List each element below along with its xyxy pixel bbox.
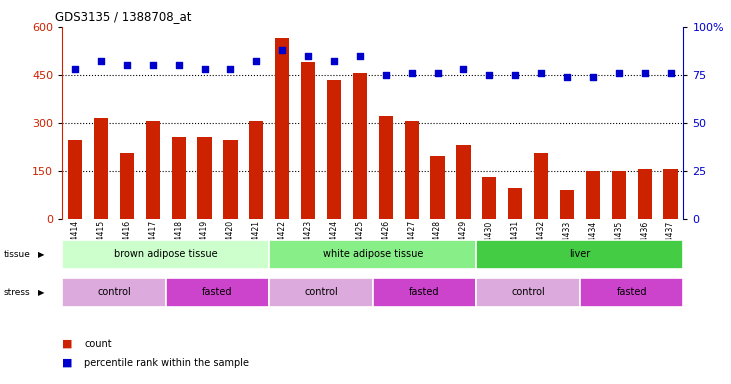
Bar	[145, 121, 160, 219]
Point	[354, 53, 366, 59]
Bar	[560, 190, 574, 219]
Bar	[637, 169, 652, 219]
Point	[561, 74, 573, 80]
Point	[483, 72, 495, 78]
Point	[173, 62, 184, 68]
Bar	[477, 240, 683, 269]
Bar	[94, 118, 108, 219]
Bar	[508, 189, 523, 219]
Bar	[379, 116, 393, 219]
Point	[510, 72, 521, 78]
Point	[95, 58, 107, 65]
Text: tissue: tissue	[4, 250, 31, 259]
Bar	[534, 153, 548, 219]
Point	[406, 70, 417, 76]
Text: liver: liver	[569, 249, 591, 259]
Bar	[482, 177, 496, 219]
Point	[432, 70, 444, 76]
Text: white adipose tissue: white adipose tissue	[322, 249, 423, 259]
Text: fasted: fasted	[409, 287, 440, 297]
Text: control: control	[97, 287, 131, 297]
Bar	[580, 278, 683, 308]
Bar	[664, 169, 678, 219]
Bar	[586, 171, 600, 219]
Bar	[373, 278, 477, 308]
Point	[639, 70, 651, 76]
Bar	[301, 62, 315, 219]
Bar	[68, 139, 82, 219]
Text: GDS3135 / 1388708_at: GDS3135 / 1388708_at	[55, 10, 192, 23]
Bar	[275, 38, 289, 219]
Bar	[404, 121, 419, 219]
Point	[276, 47, 288, 53]
Text: fasted: fasted	[202, 287, 232, 297]
Point	[458, 66, 469, 72]
Text: stress: stress	[4, 288, 30, 297]
Text: control: control	[304, 287, 338, 297]
Bar	[269, 240, 477, 269]
Point	[328, 58, 340, 65]
Text: percentile rank within the sample: percentile rank within the sample	[84, 358, 249, 368]
Point	[587, 74, 599, 80]
Point	[664, 70, 676, 76]
Point	[147, 62, 159, 68]
Point	[535, 70, 547, 76]
Bar	[431, 157, 444, 219]
Text: ▶: ▶	[38, 288, 45, 297]
Bar	[477, 278, 580, 308]
Point	[199, 66, 211, 72]
Point	[224, 66, 236, 72]
Bar	[269, 278, 373, 308]
Bar	[166, 278, 269, 308]
Point	[121, 62, 133, 68]
Bar	[172, 137, 186, 219]
Bar	[197, 137, 212, 219]
Point	[251, 58, 262, 65]
Bar	[223, 141, 238, 219]
Text: brown adipose tissue: brown adipose tissue	[114, 249, 218, 259]
Text: ▶: ▶	[38, 250, 45, 259]
Point	[302, 53, 314, 59]
Bar	[353, 73, 367, 219]
Bar	[456, 145, 471, 219]
Bar	[249, 121, 263, 219]
Point	[613, 70, 624, 76]
Text: count: count	[84, 339, 112, 349]
Bar	[62, 240, 269, 269]
Text: control: control	[511, 287, 545, 297]
Text: ■: ■	[62, 339, 72, 349]
Text: ■: ■	[62, 358, 72, 368]
Text: fasted: fasted	[616, 287, 647, 297]
Bar	[327, 79, 341, 219]
Bar	[120, 153, 134, 219]
Point	[69, 66, 81, 72]
Bar	[612, 171, 626, 219]
Bar	[62, 278, 166, 308]
Point	[380, 72, 392, 78]
